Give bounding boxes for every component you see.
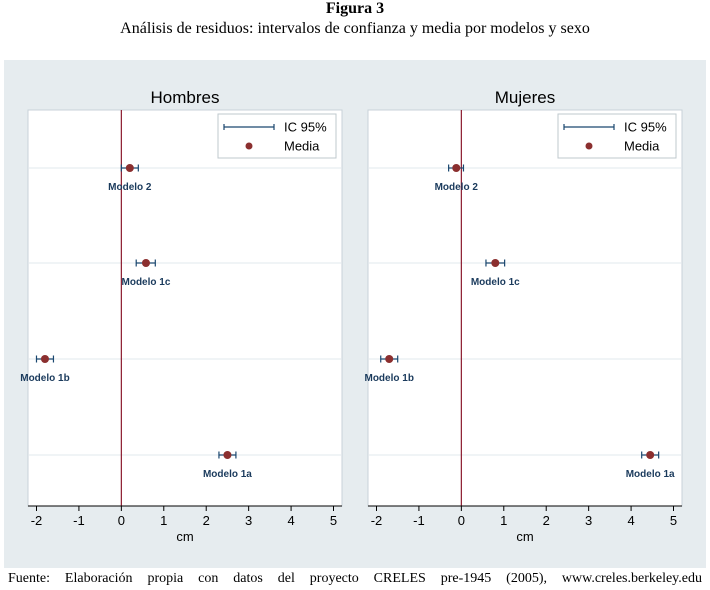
panel-1-x-tick-label: 3: [245, 513, 252, 528]
panel-1-x-tick-label: 2: [203, 513, 210, 528]
panel-2-title: Mujeres: [495, 88, 555, 107]
panel-2-x-tick-label: -2: [371, 513, 383, 528]
panel-1-mean-point: [125, 164, 134, 172]
panel-2-x-tick-label: -1: [413, 513, 425, 528]
panel-1-mean-point: [40, 355, 49, 363]
panel-2-x-tick-label: 4: [627, 513, 634, 528]
panel-1-legend-mean-label: Media: [284, 139, 320, 154]
panel-1-legend-mean-key: [245, 142, 253, 150]
panel-1-mean-point: [141, 259, 150, 267]
panel-1-x-tick-label: 1: [160, 513, 167, 528]
panel-1-point-label: Modelo 2: [108, 182, 152, 193]
panel-1-plot-area: [27, 109, 343, 507]
panel-1-point-label: Modelo 1c: [122, 277, 171, 288]
panel-2-legend-mean-key: [585, 142, 593, 150]
panel-2-point-label: Modelo 2: [435, 182, 479, 193]
panel-1-point-label: Modelo 1a: [203, 469, 252, 480]
panel-1-x-tick-label: 5: [330, 513, 337, 528]
panel-2-plot-area: [367, 109, 683, 507]
panel-2-point-label: Modelo 1a: [626, 469, 675, 480]
panel-2-x-tick-label: 1: [500, 513, 507, 528]
panel-2-x-axis-label: cm: [516, 529, 533, 544]
panel-2-legend-ci-label: IC 95%: [624, 120, 667, 135]
panel-2-mean-point: [452, 164, 461, 172]
panel-1-title: Hombres: [151, 88, 220, 107]
panel-1-x-tick-label: 4: [287, 513, 294, 528]
panel-2-point-label: Modelo 1b: [364, 373, 413, 384]
panel-1-x-tick-label: -2: [31, 513, 43, 528]
panel-1-x-tick-label: 0: [118, 513, 125, 528]
panel-2-legend-box: [557, 113, 677, 159]
panel-1-x-tick-label: -1: [73, 513, 85, 528]
panel-1-legend-ci-label: IC 95%: [284, 120, 327, 135]
panel-2-point-label: Modelo 1c: [471, 277, 520, 288]
panel-2-legend-mean-label: Media: [624, 139, 660, 154]
panel-2-mean-point: [491, 259, 500, 267]
panel-2-mean-point: [385, 355, 394, 363]
panel-2-x-tick-label: 5: [670, 513, 677, 528]
panel-2-x-tick-label: 0: [458, 513, 465, 528]
panel-2-mean-point: [646, 451, 655, 459]
panel-1-legend-box: [217, 113, 337, 159]
panel-1-x-axis-label: cm: [176, 529, 193, 544]
panel-1-mean-point: [223, 451, 232, 459]
figure-title: Análisis de residuos: intervalos de conf…: [120, 20, 590, 37]
panel-2-x-tick-label: 2: [543, 513, 550, 528]
residuals-chart: Hombres -2 -1 0 1 2 3 4 5 cm Modelo 2 Modelo 1c Mode…: [4, 60, 706, 568]
figure-source: Fuente: Elaboración propia con datos del…: [8, 571, 702, 586]
panel-2-x-tick-label: 3: [585, 513, 592, 528]
figure-label: Figura 3: [325, 0, 385, 17]
panel-1-point-label: Modelo 1b: [20, 373, 69, 384]
